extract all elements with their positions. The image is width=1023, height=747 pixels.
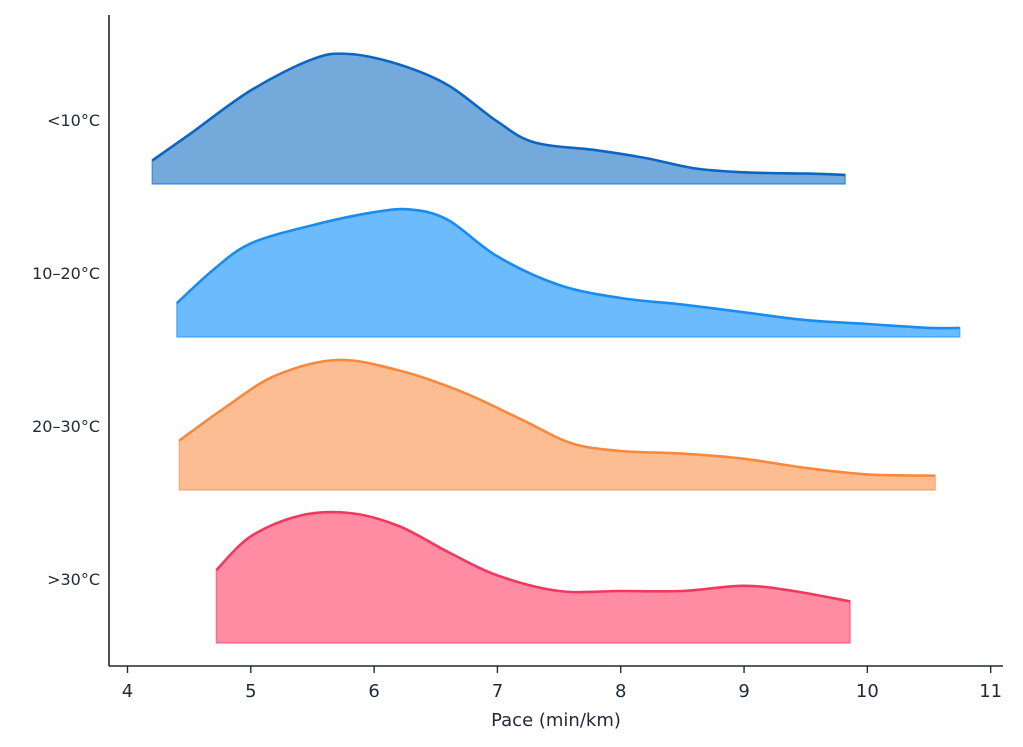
- x-tick-label: 4: [122, 681, 133, 702]
- ridge-line-3: [178, 358, 936, 477]
- ridge-line-2: [175, 207, 960, 330]
- ridge-area-4: [215, 511, 851, 644]
- x-tick-label: 6: [368, 681, 379, 702]
- x-tick-label: 10: [856, 681, 879, 702]
- x-tick-label: 11: [979, 681, 1002, 702]
- ridge-line-4: [215, 510, 851, 603]
- category-label-3: 20–30°C: [32, 417, 100, 436]
- category-label-1: <10°C: [47, 111, 100, 130]
- x-tick-label: 5: [245, 681, 256, 702]
- ridges-group: [151, 52, 961, 644]
- x-tick-label: 8: [615, 681, 626, 702]
- ridge-area-1: [151, 52, 846, 185]
- x-tick-label: 7: [492, 681, 503, 702]
- category-label-4: >30°C: [47, 570, 100, 589]
- x-axis-title: Pace (min/km): [491, 710, 621, 731]
- category-labels: <10°C 10–20°C 20–30°C >30°C: [32, 111, 100, 589]
- category-label-2: 10–20°C: [32, 264, 100, 283]
- ridge-area-2: [176, 208, 961, 338]
- x-ticks: 4 5 6 7 8 9 10 11: [122, 666, 1002, 702]
- x-tick-label: 9: [738, 681, 749, 702]
- ridge-line-1: [151, 52, 846, 177]
